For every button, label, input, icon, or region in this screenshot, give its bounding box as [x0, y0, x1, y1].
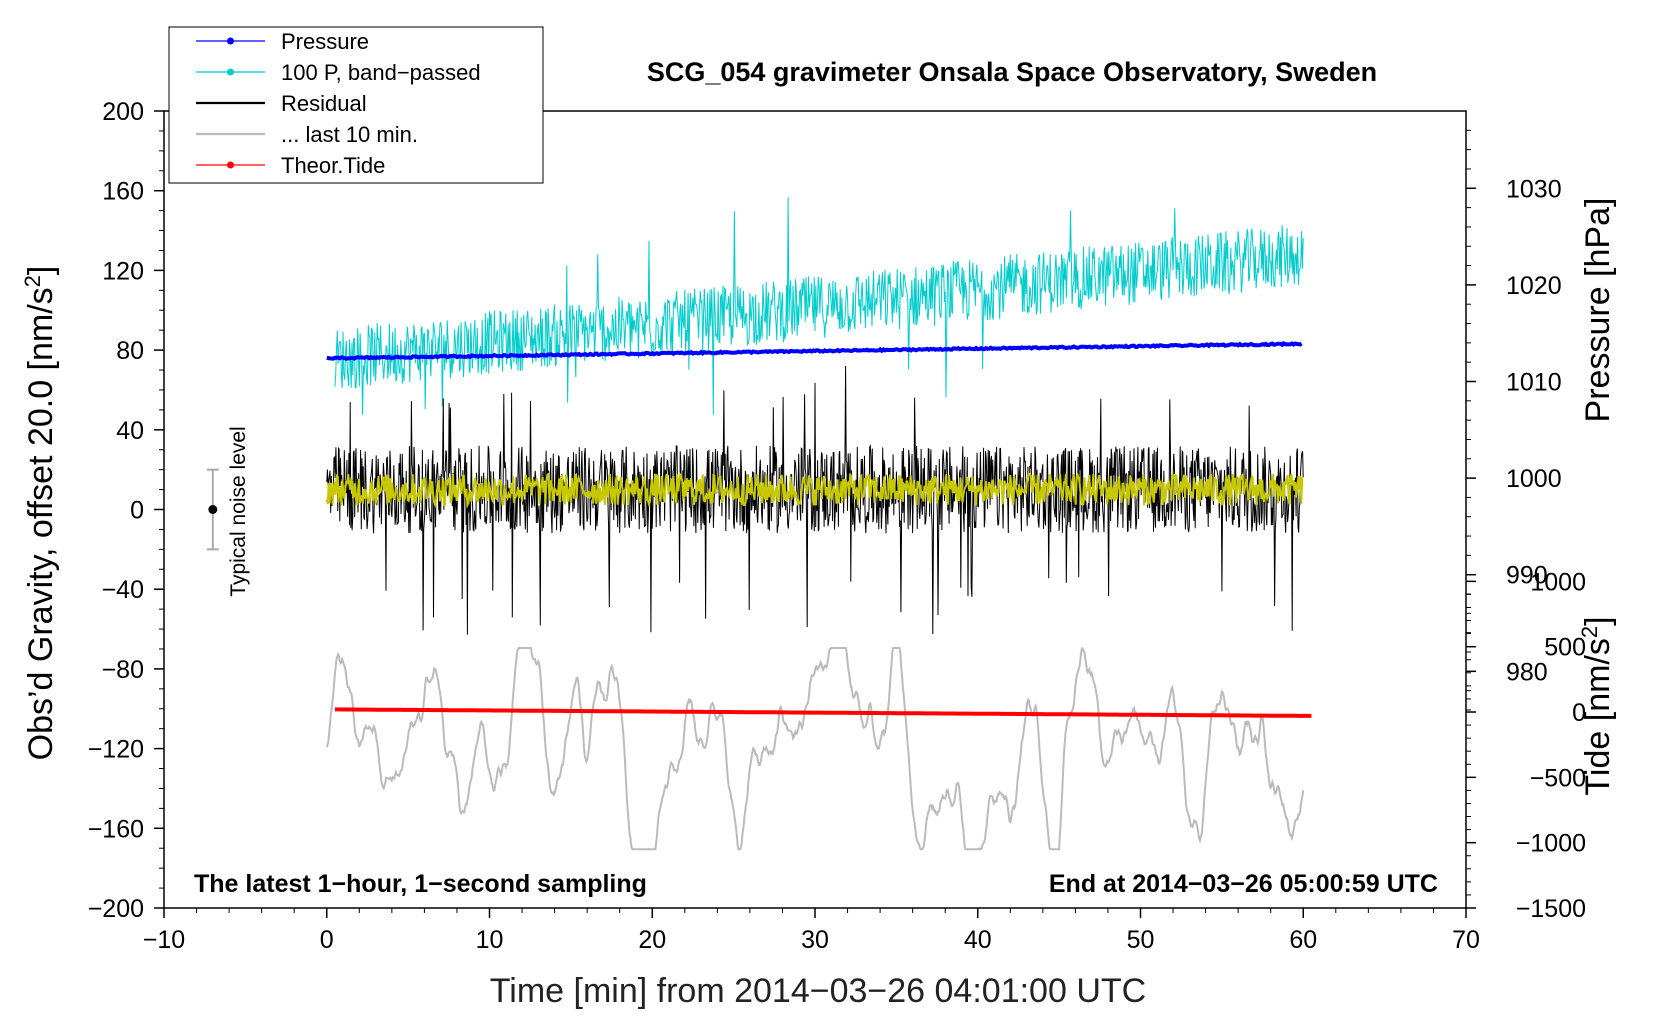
- y-axis-label-tide: Tide [nm/s2]: [1577, 616, 1618, 795]
- y-left-tick-label: 120: [102, 257, 144, 285]
- pressure-tick-label: 1000: [1506, 465, 1562, 493]
- y-axis-label-pressure: Pressure [hPa]: [1579, 198, 1617, 423]
- y-left-tick-label: 0: [130, 497, 144, 525]
- x-tick-label: 30: [801, 926, 829, 954]
- pressure-tick-label: 990: [1506, 562, 1548, 590]
- pressure-tick-label: 1010: [1506, 368, 1562, 396]
- legend-label: Pressure: [281, 29, 369, 54]
- y-left-axis: 200 160 120 80 40 0 −40 −80 −120 −160 −200: [88, 98, 164, 923]
- tide-tick-label: 1000: [1530, 568, 1586, 596]
- y-left-tick-label: 160: [102, 178, 144, 206]
- y-axis-label-tide-sup: 2: [1577, 626, 1602, 638]
- tide-axis: 1000 500 0 −500 −1000 −1500: [1466, 568, 1586, 923]
- x-axis: −10 0 10 20 30 40 50 60 70: [143, 908, 1480, 954]
- chart-title: SCG_054 gravimeter Onsala Space Observat…: [647, 57, 1377, 87]
- y-axis-label-tide-end: ]: [1579, 616, 1617, 625]
- legend-label: 100 P, band−passed: [281, 60, 481, 85]
- y-axis-label-tide-main: Tide [nm/s: [1579, 638, 1617, 795]
- tide-tick-label: 500: [1544, 634, 1586, 662]
- legend-label: ... last 10 min.: [281, 122, 418, 147]
- legend: Pressure 100 P, band−passed Residual ... la…: [168, 26, 544, 184]
- y-left-tick-label: −120: [88, 736, 144, 764]
- x-tick-label: 60: [1289, 926, 1317, 954]
- legend-entry: Pressure: [196, 29, 369, 54]
- legend-entry: Theor.Tide: [196, 153, 385, 178]
- legend-entry: 100 P, band−passed: [196, 60, 481, 85]
- legend-label: Theor.Tide: [281, 153, 385, 178]
- series-layer: [325, 197, 1312, 851]
- series-residual: [326, 365, 1304, 635]
- y-left-tick-label: 40: [116, 417, 144, 445]
- series-pressure: [326, 340, 1303, 361]
- legend-box: [168, 26, 544, 184]
- x-tick-label: 50: [1127, 926, 1155, 954]
- noise-center-dot: [208, 505, 218, 514]
- x-tick-label: 0: [320, 926, 334, 954]
- y-left-tick-label: −200: [88, 895, 144, 923]
- x-tick-label: 20: [638, 926, 666, 954]
- y-axis-label-left: Obs’d Gravity, offset 20.0 [nm/s2]: [20, 266, 61, 761]
- legend-dot: [227, 161, 234, 169]
- noise-level-marker: [206, 468, 219, 551]
- y-left-tick-label: 200: [102, 98, 144, 126]
- y-left-tick-label: −40: [102, 576, 144, 604]
- y-axis-label-left-main: Obs’d Gravity, offset 20.0 [nm/s: [22, 287, 60, 760]
- series-residual-filtered: [325, 471, 1304, 509]
- x-tick-label: 40: [964, 926, 992, 954]
- y-left-tick-label: 80: [116, 337, 144, 365]
- x-tick-label: 70: [1452, 926, 1480, 954]
- series-band-passed-pressure: [334, 197, 1304, 415]
- x-tick-label: −10: [143, 926, 185, 954]
- legend-entry: Residual: [196, 91, 367, 116]
- x-tick-label: 10: [476, 926, 504, 954]
- tide-tick-label: −1000: [1516, 830, 1586, 858]
- legend-entry: ... last 10 min.: [196, 122, 418, 147]
- pressure-tick-label: 1030: [1506, 175, 1562, 203]
- tide-tick-label: −1500: [1516, 895, 1586, 923]
- y-left-tick-label: −160: [88, 815, 144, 843]
- tide-tick-label: −500: [1530, 764, 1586, 792]
- series-last-10-min: [325, 647, 1305, 851]
- pressure-tick-label: 1020: [1506, 272, 1562, 300]
- y-left-tick-label: −80: [102, 656, 144, 684]
- pressure-axis: 1030 1020 1010 1000 990 980: [1466, 129, 1562, 711]
- legend-dot: [227, 68, 234, 76]
- legend-dot: [227, 37, 234, 45]
- y-axis-label-left-sup: 2: [20, 275, 45, 287]
- annotation-end-time: End at 2014−03−26 05:00:59 UTC: [1049, 870, 1438, 898]
- tide-tick-label: 0: [1572, 699, 1586, 727]
- annotation-sampling: The latest 1−hour, 1−second sampling: [194, 870, 647, 898]
- legend-entries: Pressure 100 P, band−passed Residual ... la…: [196, 29, 481, 178]
- series-theoretical-tide: [334, 707, 1312, 718]
- pressure-tick-label: 980: [1506, 658, 1548, 686]
- legend-label: Residual: [281, 91, 367, 116]
- noise-level-label: Typical noise level: [227, 426, 250, 596]
- y-axis-label-left-end: ]: [22, 266, 60, 275]
- x-axis-label: Time [min] from 2014−03−26 04:01:00 UTC: [490, 972, 1146, 1010]
